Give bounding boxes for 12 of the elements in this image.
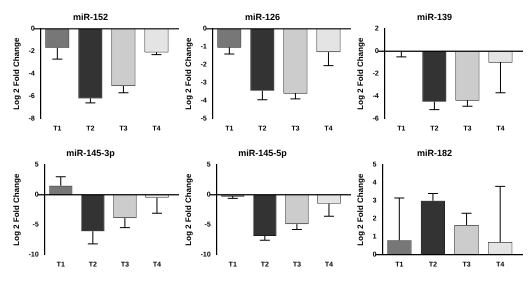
chart-title: miR-145-3p <box>66 148 116 158</box>
chart-title: miR-152 <box>72 12 108 22</box>
y-axis-title: Log 2 Fold Change <box>184 173 194 246</box>
chart-title: miR-126 <box>244 12 280 22</box>
y-axis-title: Log 2 Fold Change <box>356 37 366 110</box>
y-axis-title: Log 2 Fold Change <box>356 173 366 246</box>
y-axis-title: Log 2 Fold Change <box>12 37 22 110</box>
y-axis-title: Log 2 Fold Change <box>184 37 194 110</box>
chart-title: miR-139 <box>416 12 452 22</box>
chart-title: miR-182 <box>416 148 452 158</box>
chart-title: miR-145-5p <box>238 148 288 158</box>
y-axis-title: Log 2 Fold Change <box>12 173 22 246</box>
